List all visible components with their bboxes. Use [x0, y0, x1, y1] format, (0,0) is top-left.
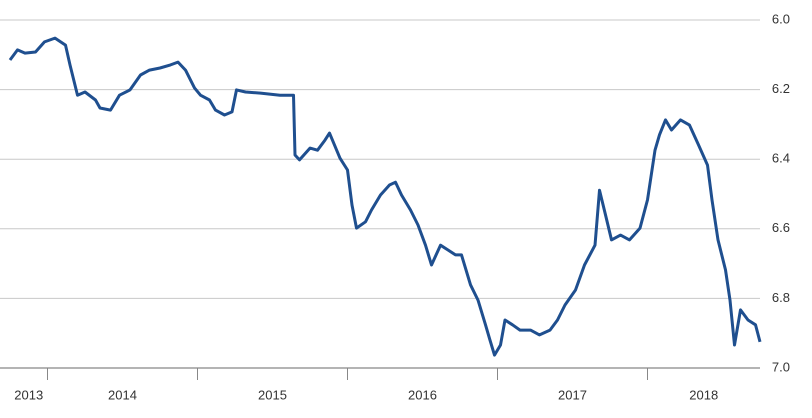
y-tick-label: 7.0 [772, 359, 790, 374]
y-tick-label: 6.4 [772, 151, 790, 166]
x-tick-label: 2015 [258, 387, 287, 402]
line [8, 36, 762, 357]
x-tick-label: 2017 [558, 387, 587, 402]
x-tick-label: 2014 [108, 387, 137, 402]
y-tick-label: 6.6 [772, 220, 790, 235]
x-tick-label: 2018 [689, 387, 718, 402]
x-tick-label: 2013 [14, 387, 43, 402]
x-tick-label: 2016 [408, 387, 437, 402]
y-tick-label: 6.0 [772, 11, 790, 26]
y-tick-label: 6.2 [772, 81, 790, 96]
y-tick-label: 6.8 [772, 290, 790, 305]
